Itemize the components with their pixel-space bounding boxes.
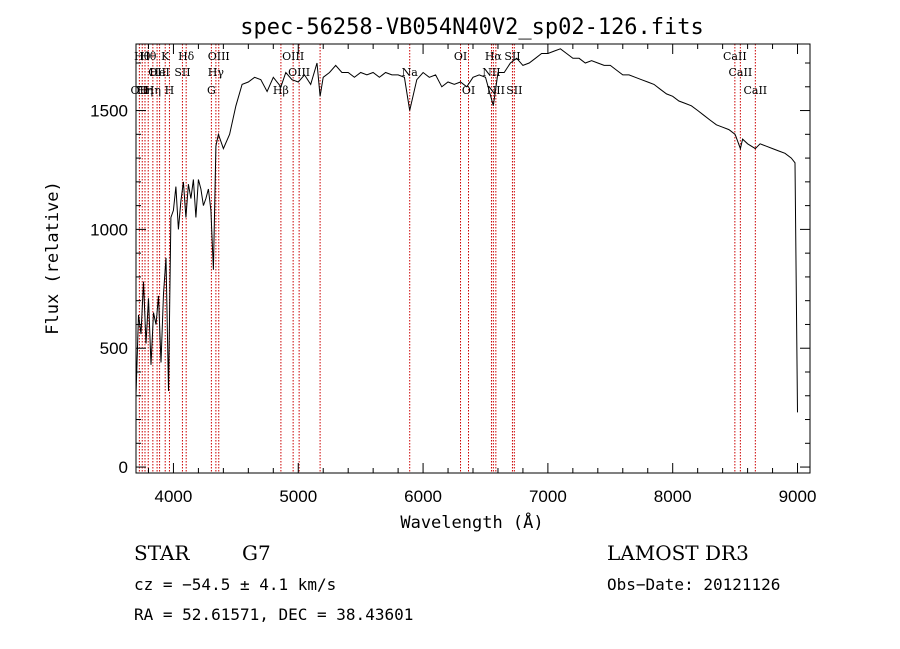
redshift-cz: cz = −54.5 ± 4.1 km/s — [134, 575, 336, 594]
emission-line-markers — [138, 44, 756, 473]
line-marker-label: K — [161, 50, 170, 63]
line-marker-label: Hα — [485, 50, 503, 63]
line-marker-label: H — [165, 84, 175, 97]
line-marker-label: OIII — [208, 50, 230, 63]
emission-line-labels: OIIHθHηHθHηOIIHeIKHSIIHδGHγOIIIHβOIIIOII… — [131, 50, 768, 97]
line-marker-label: CaII — [743, 84, 767, 97]
line-marker-label: Hθ — [134, 50, 151, 63]
line-marker-label: OI — [462, 84, 475, 97]
x-tick-label: 5000 — [279, 487, 317, 506]
line-marker-label: SII — [504, 50, 520, 63]
line-marker-label: G — [207, 84, 216, 97]
line-marker-label: HeI — [149, 66, 169, 79]
line-marker-label: CaII — [723, 50, 747, 63]
object-class: STAR — [134, 541, 190, 565]
y-tick-label: 0 — [119, 458, 128, 477]
line-marker-label: Hγ — [208, 66, 225, 79]
line-marker-label: Hδ — [178, 50, 195, 63]
line-marker-label: OI — [454, 50, 467, 63]
x-axis-label: Wavelength (Å) — [400, 511, 543, 533]
x-tick-label: 6000 — [404, 487, 442, 506]
line-marker-label: Hβ — [273, 84, 289, 97]
line-marker-label: OII — [131, 84, 149, 97]
line-marker-label: OIII — [282, 50, 304, 63]
line-marker-label: Na — [402, 66, 419, 79]
y-tick-label: 500 — [100, 339, 128, 358]
y-tick-label: 1500 — [90, 102, 128, 121]
x-tick-label: 8000 — [654, 487, 692, 506]
x-axis-ticks: 4000 5000 6000 7000 8000 9000 — [147, 44, 817, 506]
object-subclass: G7 — [242, 541, 271, 565]
y-axis-ticks: 0 500 1000 1500 — [90, 62, 810, 477]
ra-dec-coordinates: RA = 52.61571, DEC = 38.43601 — [134, 605, 413, 624]
line-marker-label: OIII — [288, 66, 310, 79]
x-tick-label: 4000 — [155, 487, 193, 506]
line-marker-label: SII — [506, 84, 522, 97]
line-marker-label: Hη — [145, 84, 161, 97]
line-marker-label: SII — [174, 66, 190, 79]
line-marker-label: CaII — [729, 66, 753, 79]
spectrum-line — [135, 48, 798, 413]
survey-name: LAMOST DR3 — [607, 541, 749, 565]
observation-date: Obs−Date: 20121126 — [607, 575, 780, 594]
y-axis-label: Flux (relative) — [43, 181, 63, 335]
line-marker-label: OII — [148, 66, 166, 79]
x-tick-label: 9000 — [779, 487, 817, 506]
x-tick-label: 7000 — [529, 487, 567, 506]
line-marker-label: NII — [482, 66, 500, 79]
y-tick-label: 1000 — [90, 220, 128, 239]
chart-title: spec-56258-VB054N40V2_sp02-126.fits — [240, 15, 704, 40]
line-marker-label: Hθ — [140, 50, 157, 63]
